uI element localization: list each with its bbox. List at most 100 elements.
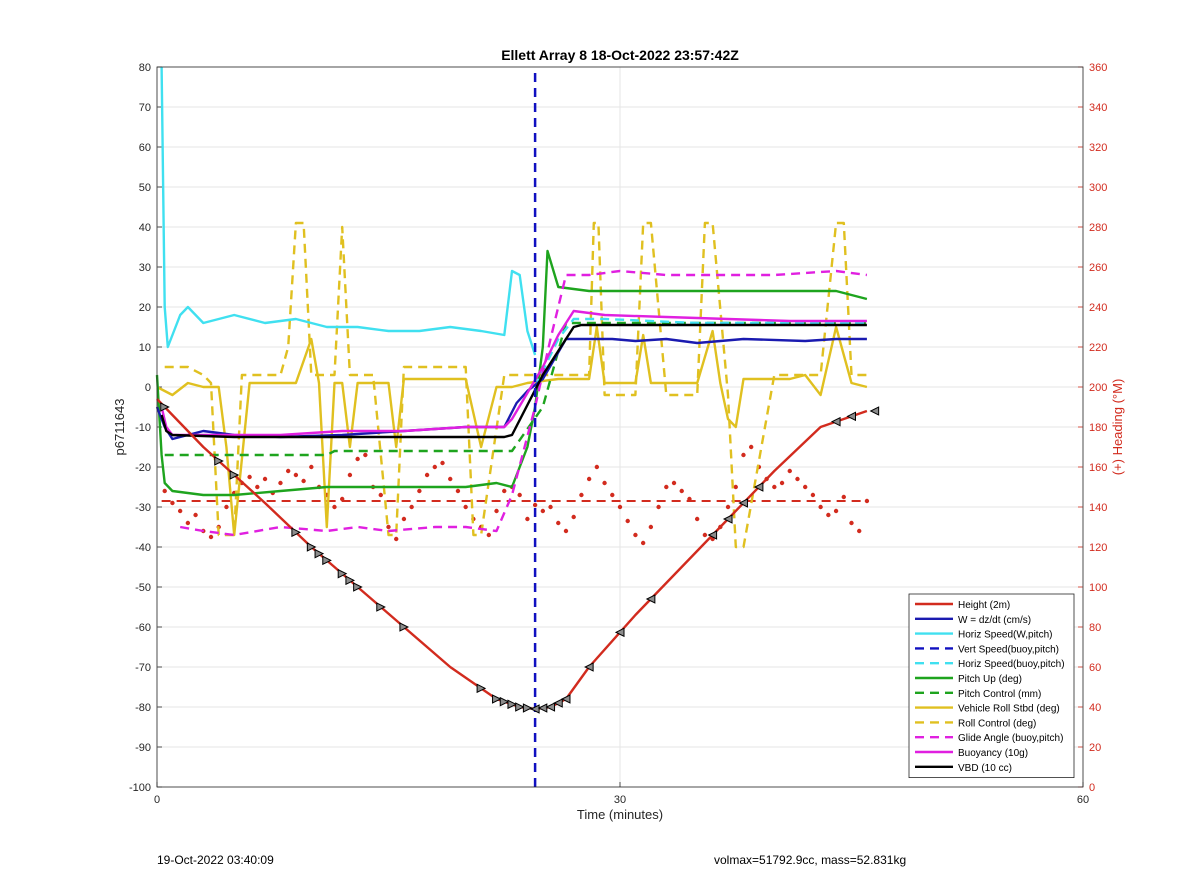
- heading-point: [409, 504, 414, 510]
- legend-label: Roll Control (deg): [958, 718, 1036, 729]
- heading-point: [810, 492, 816, 498]
- heading-point: [293, 472, 299, 478]
- y-tick-label: 10: [139, 342, 151, 354]
- heading-point: [594, 464, 600, 470]
- series-line-w: [155, 337, 867, 441]
- heading-point: [548, 504, 553, 510]
- footer-volmax-mass: volmax=51792.9cc, mass=52.831kg: [714, 853, 907, 867]
- heading-point: [193, 512, 198, 518]
- heading-point: [363, 452, 368, 458]
- heading-point: [332, 504, 337, 510]
- heading-point: [864, 498, 870, 504]
- heading-point: [702, 532, 708, 538]
- height-marker: [645, 594, 656, 604]
- y2-tick-label: 20: [1089, 742, 1101, 754]
- series-line-vbd: [160, 323, 867, 439]
- y2-tick-label: 220: [1089, 342, 1107, 354]
- heading-point: [247, 474, 252, 480]
- heading-point: [640, 540, 646, 546]
- heading-point: [417, 488, 422, 494]
- y2-tick-label: 340: [1089, 102, 1107, 114]
- heading-point: [525, 516, 530, 522]
- heading-point: [440, 460, 445, 466]
- legend-label: VBD (10 cc): [958, 763, 1012, 774]
- heading-point: [586, 476, 592, 482]
- heading-point: [463, 504, 468, 510]
- y-tick-label: -80: [135, 702, 151, 714]
- heading-point: [355, 456, 360, 462]
- heading-point: [262, 476, 268, 482]
- series-line-roll: [156, 325, 868, 537]
- heading-point: [748, 444, 754, 450]
- series-line-pitch-ctrl: [164, 321, 867, 457]
- heading-point: [725, 504, 731, 510]
- heading-point: [857, 528, 862, 534]
- heading-point: [833, 508, 839, 514]
- footer-timestamp: 19-Oct-2022 03:40:09: [157, 853, 274, 867]
- legend-label: Vert Speed(buoy,pitch): [958, 644, 1059, 655]
- y-tick-label: -10: [135, 422, 151, 434]
- heading-point: [571, 514, 576, 520]
- heading-point: [185, 520, 191, 526]
- height-marker: [738, 498, 748, 508]
- height-marker: [830, 416, 841, 427]
- y2-tick-label: 260: [1089, 262, 1107, 274]
- legend-label: Height (2m): [958, 600, 1010, 611]
- height-marker: [229, 470, 240, 480]
- y2-tick-label: 300: [1089, 182, 1107, 194]
- height-marker: [753, 482, 764, 492]
- heading-point: [347, 472, 353, 478]
- x-tick-label: 0: [154, 794, 160, 806]
- y2-tick-labels: 0 20 40 60 80 100 120 140 160 180 200 220 240 260 280 3…: [1089, 62, 1107, 794]
- heading-point: [610, 492, 615, 498]
- heading-point: [772, 484, 777, 490]
- x-axis-label: Time (minutes): [577, 807, 663, 822]
- height-marker: [376, 602, 386, 612]
- heading-point: [779, 480, 785, 486]
- y-tick-label: 60: [139, 142, 151, 154]
- height-marker: [314, 548, 325, 559]
- heading-point: [540, 508, 546, 514]
- heading-point: [448, 476, 453, 482]
- heading-point: [394, 536, 399, 542]
- heading-point: [301, 478, 306, 484]
- legend-box: [908, 593, 1075, 779]
- height-marker: [553, 698, 563, 708]
- heading-point: [517, 492, 522, 498]
- heading-point: [378, 492, 383, 498]
- heading-point: [694, 516, 700, 522]
- legend-label: Vehicle Roll Stbd (deg): [958, 704, 1060, 715]
- height-marker: [399, 622, 410, 632]
- y-tick-label: 70: [139, 102, 151, 114]
- height-marker: [869, 406, 880, 416]
- y2-tick-label: 320: [1089, 142, 1107, 154]
- series-line-pitch: [155, 249, 868, 497]
- heading-point: [826, 512, 831, 518]
- heading-point: [285, 468, 291, 474]
- y2-tick-label: 280: [1089, 222, 1107, 234]
- legend-label: W = dz/dt (cm/s): [958, 615, 1031, 626]
- y-tick-label: -40: [135, 542, 151, 554]
- plot-frame: [156, 66, 1084, 788]
- heading-point: [648, 524, 654, 530]
- heading-point: [340, 496, 345, 502]
- heading-point: [255, 484, 260, 490]
- y2-tick-label: 360: [1089, 62, 1107, 74]
- y-tick-label: -60: [135, 622, 151, 634]
- y2-tick-label: 80: [1089, 622, 1101, 634]
- series-line-buoyancy: [160, 309, 867, 437]
- height-marker: [345, 575, 356, 586]
- heading-point: [849, 520, 854, 526]
- height-marker: [476, 683, 487, 694]
- heading-point: [494, 508, 499, 514]
- legend-label: Glide Angle (buoy,pitch): [958, 733, 1063, 744]
- heading-point: [309, 464, 314, 470]
- heading-point: [579, 492, 584, 498]
- y-tick-label: -90: [135, 742, 151, 754]
- height-marker: [353, 582, 363, 592]
- y2-axis-label: (+) Heading (°M): [1110, 379, 1125, 476]
- y-tick-label: 20: [139, 302, 151, 314]
- y-tick-labels: -100-90-80-70-60-50-40-30-20-10010203040…: [129, 62, 151, 794]
- heading-point: [162, 488, 167, 494]
- series-line-horiz-buoy: [534, 317, 867, 388]
